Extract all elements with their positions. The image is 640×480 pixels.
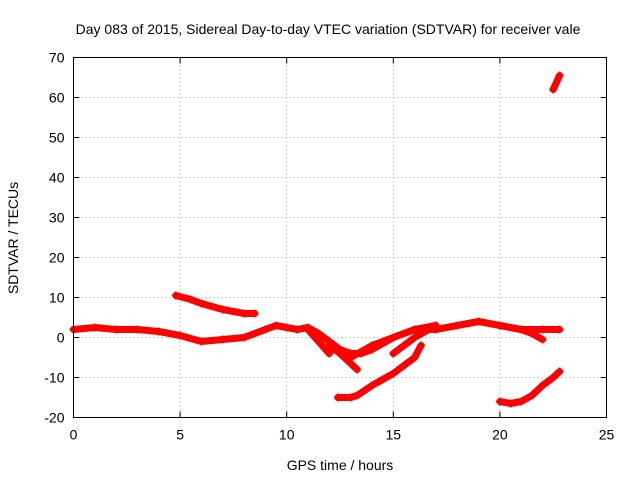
data-point [549,85,558,94]
data-point [346,353,355,362]
x-tick-label: 25 [599,427,615,443]
data-point [353,365,362,374]
data-point [538,335,547,344]
y-axis-title: SDTVAR / TECUs [5,182,21,294]
data-point [367,341,376,350]
grid-lines [73,57,607,418]
data-point [538,381,547,390]
data-point [314,337,323,346]
series-track-evening-drop [496,322,546,343]
y-tick-label: 0 [57,330,65,346]
y-tick-label: 70 [49,50,65,66]
data-point [517,397,526,406]
y-tick-label: 60 [49,90,65,106]
data-point [410,353,419,362]
data-point [495,397,504,406]
chart-title: Day 083 of 2015, Sidereal Day-to-day VTE… [76,21,581,37]
data-point [367,381,376,390]
y-tick-label: 40 [49,170,65,186]
data-point [240,333,249,342]
y-tick-label: 20 [49,250,65,266]
data-point [389,369,398,378]
series-track-top-right [549,72,564,93]
data-point [197,299,206,308]
data-point [261,325,270,334]
data-point [133,325,142,334]
y-tick-labels: -20 -10 0 10 20 30 40 50 60 70 [44,50,64,426]
data-point [495,321,504,330]
data-point [399,361,408,370]
data-point [555,71,564,80]
x-tick-label: 20 [492,427,508,443]
data-point [431,321,440,330]
data-point [336,349,344,358]
data-point [410,333,419,342]
data-point [555,367,564,376]
data-point [527,391,536,400]
data-point [240,309,249,318]
data-point [527,329,536,338]
y-tick-label: -10 [44,370,64,386]
series-track-dip-b [325,342,361,373]
data-point [250,309,259,318]
x-tick-label: 5 [176,427,184,443]
data-point [506,399,515,408]
data-point [325,341,334,350]
data-point [90,323,99,332]
series-track-evening-low [496,368,564,407]
x-tick-label: 10 [279,427,295,443]
data-point [353,391,362,400]
data-point [555,325,564,334]
x-tick-labels: 0 5 10 15 20 25 [70,427,615,443]
data-point [282,323,291,332]
x-tick-label: 0 [70,427,78,443]
data-point [333,393,342,402]
data-point [538,325,547,334]
data-point [453,321,462,330]
data-point [517,325,526,334]
data-point [346,393,355,402]
x-axis-title: GPS time / hours [287,457,394,473]
data-point [176,331,185,340]
data-point [186,295,195,304]
data-point [197,337,206,346]
data-point [389,349,398,358]
y-tick-label: -20 [44,410,64,426]
data-point [474,317,483,326]
series-track-high-morning [172,292,259,317]
data-point [171,291,180,300]
y-tick-label: 10 [49,290,65,306]
plot-frame [73,57,607,418]
x-tick-label: 15 [386,427,402,443]
y-tick-label: 50 [49,130,65,146]
data-point [410,325,419,334]
data-point [272,321,281,330]
data-point [417,341,426,350]
data-point [112,325,121,334]
data-point [293,325,302,334]
data-point [389,333,398,342]
data-point [218,305,227,314]
data-series-group [69,71,564,408]
data-point [218,335,227,344]
data-point [304,325,313,334]
data-point [549,373,558,382]
axis-ticks [73,57,607,418]
data-point [325,349,334,358]
y-tick-label: 30 [49,210,65,226]
data-point [154,327,163,336]
